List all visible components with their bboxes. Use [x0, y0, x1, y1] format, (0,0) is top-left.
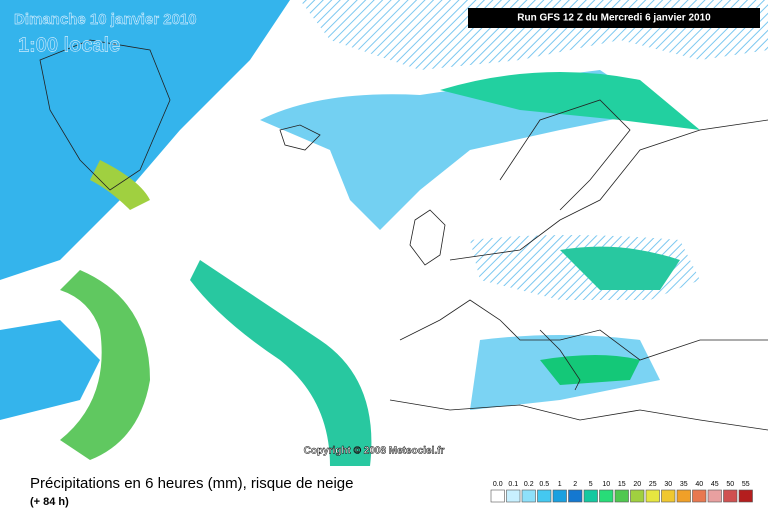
- legend-swatch: [676, 489, 691, 503]
- legend: 0.0 0.1 0.2 0.5 1 2 5 10 15 20 25 30 35 40 45 50 55: [490, 481, 753, 503]
- legend-swatch: [614, 489, 629, 503]
- legend-swatch: [521, 489, 536, 503]
- footer-lead: (+ 84 h): [30, 496, 69, 508]
- legend-swatch: [707, 489, 722, 503]
- legend-label: 20: [633, 481, 641, 488]
- legend-swatch: [583, 489, 598, 503]
- legend-label: 1: [558, 481, 562, 488]
- legend-label: 15: [618, 481, 626, 488]
- run: Run GFS 12 Z du Mercredi 6 janvier 2010: [517, 13, 711, 24]
- legend-label: 45: [711, 481, 719, 488]
- legend-label: 35: [680, 481, 688, 488]
- legend-swatch: [738, 489, 753, 503]
- legend-label: 0.2: [524, 481, 534, 488]
- run-box: [468, 8, 760, 28]
- legend-swatch: [645, 489, 660, 503]
- time: 1:00 locale: [18, 34, 120, 56]
- footer-title: Précipitations en 6 heures (mm), risque …: [30, 475, 354, 492]
- legend-label: 10: [602, 481, 610, 488]
- map: [0, 0, 768, 466]
- copyright: Copyright © 2008 Meteociel.fr: [304, 446, 445, 457]
- legend-swatch: [723, 489, 738, 503]
- date: Dimanche 10 janvier 2010: [14, 11, 197, 28]
- legend-label: 0.0: [493, 481, 503, 488]
- legend-swatch: [661, 489, 676, 503]
- legend-swatch: [692, 489, 707, 503]
- legend-label: 0.5: [539, 481, 549, 488]
- legend-swatch: [537, 489, 552, 503]
- legend-swatch: [568, 489, 583, 503]
- legend-label: 0.1: [508, 481, 518, 488]
- legend-label: 2: [573, 481, 577, 488]
- legend-label: 5: [589, 481, 593, 488]
- legend-swatch: [630, 489, 645, 503]
- legend-swatch: [599, 489, 614, 503]
- legend-label: 25: [649, 481, 657, 488]
- legend-label: 40: [695, 481, 703, 488]
- legend-swatch: [552, 489, 567, 503]
- legend-swatch: [490, 489, 505, 503]
- legend-label: 55: [742, 481, 750, 488]
- legend-label: 50: [726, 481, 734, 488]
- legend-swatch: [506, 489, 521, 503]
- legend-label: 30: [664, 481, 672, 488]
